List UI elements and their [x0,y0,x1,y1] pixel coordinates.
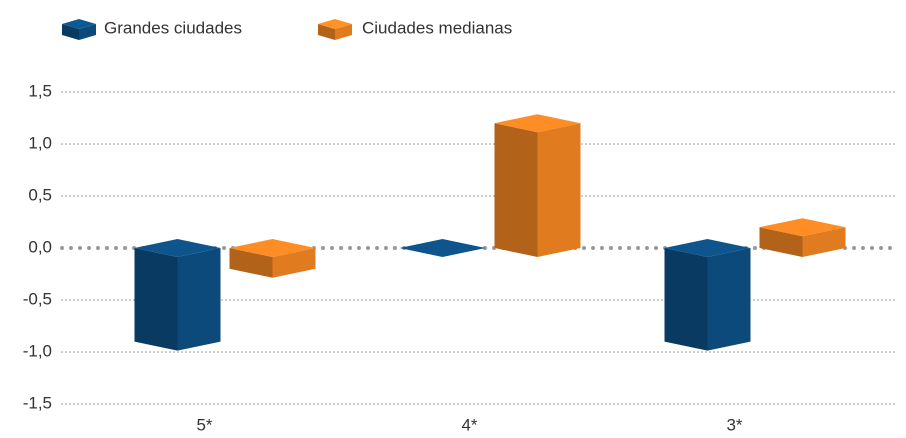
bar-top-face [759,218,846,237]
x-tick-label: 4* [461,415,477,434]
bar-right-face [707,248,751,351]
legend-icon [318,24,335,40]
bar-top-face [399,239,486,257]
bar-right-face [177,248,221,351]
bar-right-face [802,227,846,257]
bar-right-face [537,123,581,257]
y-tick-label: -0,5 [23,289,52,308]
bar-left-face [664,248,708,351]
legend-icon [79,24,96,40]
y-tick-label: 1,0 [28,133,52,152]
legend-icon [62,19,96,29]
x-tick-label: 5* [196,415,212,434]
legend-label: Grandes ciudades [104,18,242,37]
y-tick-label: 0,5 [28,185,52,204]
y-tick-label: -1,5 [23,393,52,412]
legend-icon [62,24,79,40]
x-tick-label: 3* [726,415,742,434]
y-tick-label: 1,5 [28,81,52,100]
bar-right-face [272,248,316,278]
bar-left-face [134,248,178,351]
bar-top-face [494,114,581,133]
bar-left-face [229,248,273,278]
bar-top-face [664,239,751,257]
bar-top-face [229,239,316,257]
legend-icon [335,24,352,40]
legend-label: Ciudades medianas [362,18,512,37]
bar-left-face [759,227,803,257]
legend-icon [318,19,352,29]
y-tick-label: 0,0 [28,237,52,256]
bar-top-face [134,239,221,257]
y-tick-label: -1,0 [23,341,52,360]
bar-left-face [494,123,538,257]
